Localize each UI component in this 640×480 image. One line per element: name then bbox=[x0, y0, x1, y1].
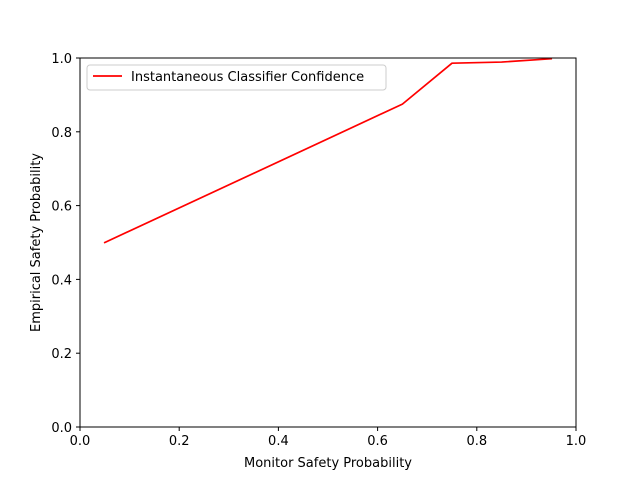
series-layer bbox=[103, 57, 553, 244]
y-tick-label: 0.0 bbox=[51, 421, 72, 436]
x-tick-label: 0.6 bbox=[367, 434, 388, 449]
x-tick-label: 1.0 bbox=[566, 434, 587, 449]
x-tick-label: 0.0 bbox=[70, 434, 91, 449]
x-axis-ticks: 0.0 0.2 0.4 0.6 0.8 1.0 bbox=[70, 427, 587, 449]
x-tick-label: 0.8 bbox=[466, 434, 487, 449]
legend: Instantaneous Classifier Confidence bbox=[86, 64, 387, 91]
y-tick-label: 0.8 bbox=[51, 126, 72, 141]
x-axis-label: Monitor Safety Probability bbox=[244, 456, 412, 471]
x-tick-label: 0.4 bbox=[268, 434, 289, 449]
y-axis-ticks: 0.0 0.2 0.4 0.6 0.8 1.0 bbox=[51, 52, 80, 436]
plot-frame bbox=[79, 57, 577, 428]
y-axis-label: Empirical Safety Probability bbox=[29, 153, 44, 332]
x-tick-label: 0.2 bbox=[169, 434, 190, 449]
y-tick-label: 0.4 bbox=[51, 273, 72, 288]
legend-label-series-0: Instantaneous Classifier Confidence bbox=[131, 70, 364, 85]
plot-area bbox=[80, 58, 576, 427]
y-tick-label: 0.2 bbox=[51, 347, 72, 362]
series-line-0 bbox=[103, 57, 553, 244]
y-tick-label: 0.6 bbox=[51, 200, 72, 215]
y-tick-label: 1.0 bbox=[51, 52, 72, 67]
legend-frame bbox=[86, 64, 387, 91]
axes-layer bbox=[79, 57, 577, 428]
